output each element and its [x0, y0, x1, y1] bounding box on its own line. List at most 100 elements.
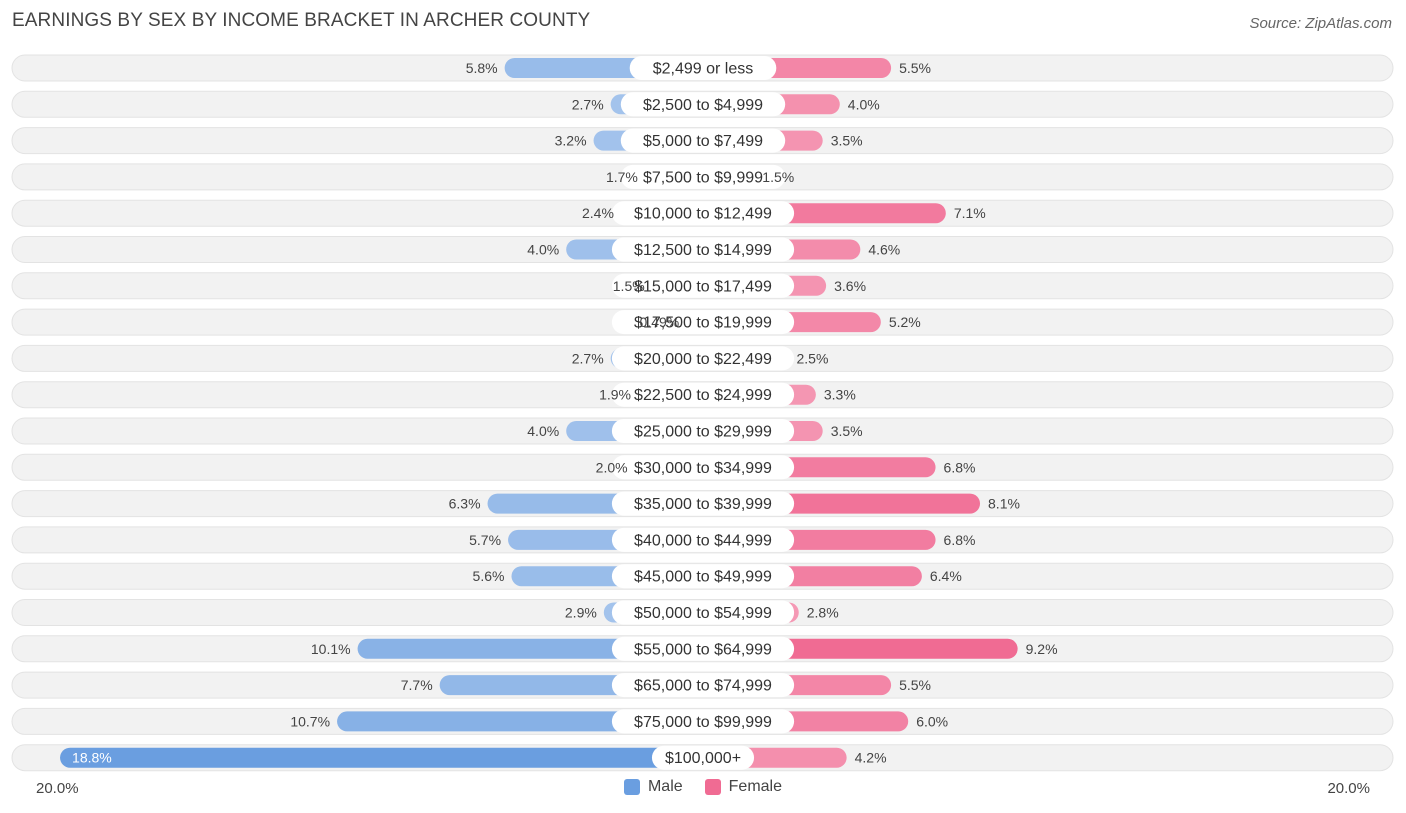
category-pill	[611, 346, 795, 371]
female-value-label: 2.5%	[797, 350, 829, 366]
female-value-label: 6.8%	[944, 459, 976, 475]
chart-row: $2,499 or less 5.8% 5.5%	[11, 54, 1394, 82]
chart-row: $12,500 to $14,999 4.0% 4.6%	[11, 236, 1394, 263]
male-value-label: 1.9%	[599, 387, 631, 403]
female-value-label: 4.2%	[855, 750, 887, 766]
chart-row: $10,000 to $12,499 2.4% 7.1%	[11, 199, 1394, 227]
female-value-label: 5.5%	[899, 677, 931, 693]
category-pill	[620, 92, 786, 117]
female-value-label: 4.6%	[868, 242, 900, 258]
category-label: $30,000 to $34,999	[634, 460, 772, 477]
female-value-label: 7.1%	[954, 205, 986, 221]
male-value-label: 10.7%	[290, 713, 330, 729]
legend-swatch-female	[704, 779, 721, 795]
male-value-label: 10.1%	[311, 641, 351, 657]
category-label: $2,499 or less	[653, 61, 754, 78]
female-value-label: 3.3%	[824, 387, 856, 403]
axis-right-label: 20.0%	[1327, 780, 1370, 797]
female-value-label: 1.5%	[762, 169, 794, 185]
female-value-label: 4.0%	[848, 96, 880, 112]
male-value-label: 5.7%	[469, 532, 501, 548]
category-pill	[611, 564, 795, 589]
category-pill	[611, 600, 795, 625]
chart-row: $100,000+ 18.8% 4.2%	[11, 744, 1394, 772]
legend-item-male[interactable]: Male	[623, 778, 683, 796]
chart-row: $20,000 to $22,499 2.7% 2.5%	[11, 344, 1394, 372]
category-label: $75,000 to $99,999	[634, 714, 772, 731]
female-value-label: 8.1%	[988, 496, 1020, 512]
category-pill	[611, 673, 795, 698]
category-pill	[611, 455, 795, 480]
category-pill	[611, 273, 795, 298]
category-pill	[611, 527, 795, 552]
category-label: $5,000 to $7,499	[643, 133, 763, 150]
female-value-label: 3.5%	[831, 423, 863, 439]
legend-swatch-male	[623, 779, 640, 795]
category-label: $15,000 to $17,499	[634, 278, 772, 295]
male-value-label: 4.0%	[527, 423, 559, 439]
female-value-label: 6.8%	[944, 532, 976, 548]
axis-left-label: 20.0%	[36, 780, 79, 797]
chart-title: EARNINGS BY SEX BY INCOME BRACKET IN ARC…	[12, 10, 591, 31]
category-pill	[611, 237, 795, 262]
male-value-label: 2.7%	[572, 96, 604, 112]
category-label: $100,000+	[665, 750, 741, 767]
male-value-label: 7.7%	[401, 677, 433, 693]
category-label: $65,000 to $74,999	[634, 678, 772, 695]
category-pill	[629, 56, 777, 80]
category-pill	[611, 310, 795, 335]
category-label: $20,000 to $22,499	[634, 351, 772, 368]
chart-row: $65,000 to $74,999 7.7% 5.5%	[11, 671, 1394, 699]
male-value-label: 2.4%	[582, 205, 614, 221]
source-label: Source: ZipAtlas.com	[1249, 15, 1392, 32]
category-label: $45,000 to $49,999	[634, 569, 772, 586]
category-label: $17,500 to $19,999	[634, 315, 772, 332]
chart-row: $25,000 to $29,999 4.0% 3.5%	[11, 417, 1394, 445]
male-value-label: 1.7%	[606, 169, 638, 185]
male-value-label: 6.3%	[449, 496, 481, 512]
chart-row: $30,000 to $34,999 2.0% 6.8%	[11, 453, 1394, 481]
category-pill	[651, 745, 755, 770]
male-value-label: 4.0%	[527, 242, 559, 258]
category-pill	[611, 709, 795, 734]
chart-row: $7,500 to $9,999 1.7% 1.5%	[11, 163, 1394, 191]
category-label: $12,500 to $14,999	[634, 242, 772, 259]
female-value-label: 3.6%	[834, 278, 866, 294]
chart-svg: $2,499 or less 5.8% 5.5% $2,500 to $4,999 2.…	[11, 54, 1394, 772]
category-label: $25,000 to $29,999	[634, 424, 772, 441]
category-pill	[611, 382, 795, 407]
male-value-label: 2.9%	[565, 605, 597, 621]
chart-row: $40,000 to $44,999 5.7% 6.8%	[11, 526, 1394, 554]
category-pill	[620, 164, 786, 189]
female-value-label: 9.2%	[1026, 641, 1058, 657]
category-label: $55,000 to $64,999	[634, 641, 772, 658]
chart-row: $45,000 to $49,999 5.6% 6.4%	[11, 562, 1394, 590]
male-bar	[60, 747, 704, 768]
female-value-label: 5.5%	[899, 60, 931, 76]
category-label: $10,000 to $12,499	[634, 206, 772, 223]
category-pill	[611, 636, 795, 661]
female-value-label: 6.0%	[916, 713, 948, 729]
female-value-label: 2.8%	[807, 605, 839, 621]
category-label: $7,500 to $9,999	[643, 169, 763, 186]
male-value-label: 2.0%	[596, 459, 628, 475]
chart-row: $75,000 to $99,999 10.7% 6.0%	[11, 707, 1394, 735]
chart-row: $35,000 to $39,999 6.3% 8.1%	[11, 490, 1394, 518]
legend-item-female[interactable]: Female	[704, 778, 782, 796]
female-value-label: 5.2%	[889, 314, 921, 330]
female-value-label: 6.4%	[930, 568, 962, 584]
male-value-label: 18.8%	[72, 750, 112, 766]
male-value-label: 0.49%	[640, 314, 680, 330]
male-value-label: 1.5%	[613, 278, 645, 294]
female-value-label: 3.5%	[831, 133, 863, 149]
category-pill	[611, 419, 795, 443]
category-label: $35,000 to $39,999	[634, 496, 772, 513]
category-label: $50,000 to $54,999	[634, 605, 772, 622]
category-pill	[620, 128, 786, 153]
chart-row: $50,000 to $54,999 2.9% 2.8%	[11, 599, 1394, 626]
category-pill	[611, 201, 795, 226]
chart-row: $5,000 to $7,499 3.2% 3.5%	[11, 127, 1394, 155]
